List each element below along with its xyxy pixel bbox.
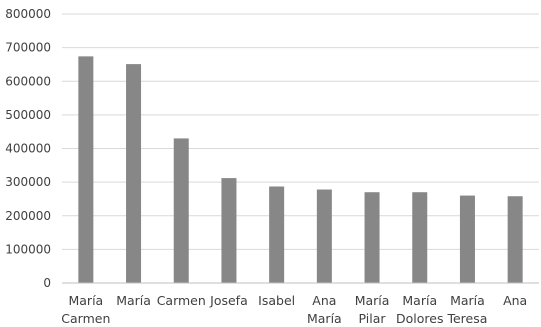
gridlines — [62, 13, 539, 250]
y-tick-label: 800000 — [5, 7, 51, 21]
x-category-label: Ana — [503, 293, 527, 308]
bar — [78, 56, 94, 284]
x-category-label: María Dolores — [396, 293, 443, 326]
bar — [221, 178, 237, 283]
y-axis-tick-labels: 0 100000 200000 300000 400000 500000 600000 700… — [5, 7, 51, 290]
x-category-label: Ana María — [307, 293, 342, 326]
y-tick-label: 200000 — [5, 209, 51, 223]
y-tick-label: 600000 — [5, 74, 51, 88]
x-category-label: Josefa — [209, 293, 248, 308]
bar — [364, 192, 380, 283]
bar — [126, 64, 142, 283]
bar — [412, 192, 428, 283]
y-tick-label: 700000 — [5, 41, 51, 55]
bar — [459, 195, 475, 283]
y-tick-label: 300000 — [5, 175, 51, 189]
bar — [173, 138, 189, 283]
y-tick-label: 500000 — [5, 108, 51, 122]
y-tick-label: 100000 — [5, 242, 51, 256]
x-category-label: Carmen — [157, 293, 206, 308]
bar — [269, 186, 285, 283]
y-tick-label: 400000 — [5, 142, 51, 156]
x-category-label: María Carmen — [61, 293, 110, 326]
bar — [316, 189, 332, 283]
x-category-label: María — [116, 293, 151, 308]
x-category-label: Isabel — [258, 293, 295, 308]
bar — [507, 196, 523, 283]
bars — [78, 56, 523, 284]
y-tick-label: 0 — [43, 276, 51, 290]
x-category-label: María Pilar — [355, 293, 390, 326]
x-category-label: María Teresa — [446, 293, 487, 326]
